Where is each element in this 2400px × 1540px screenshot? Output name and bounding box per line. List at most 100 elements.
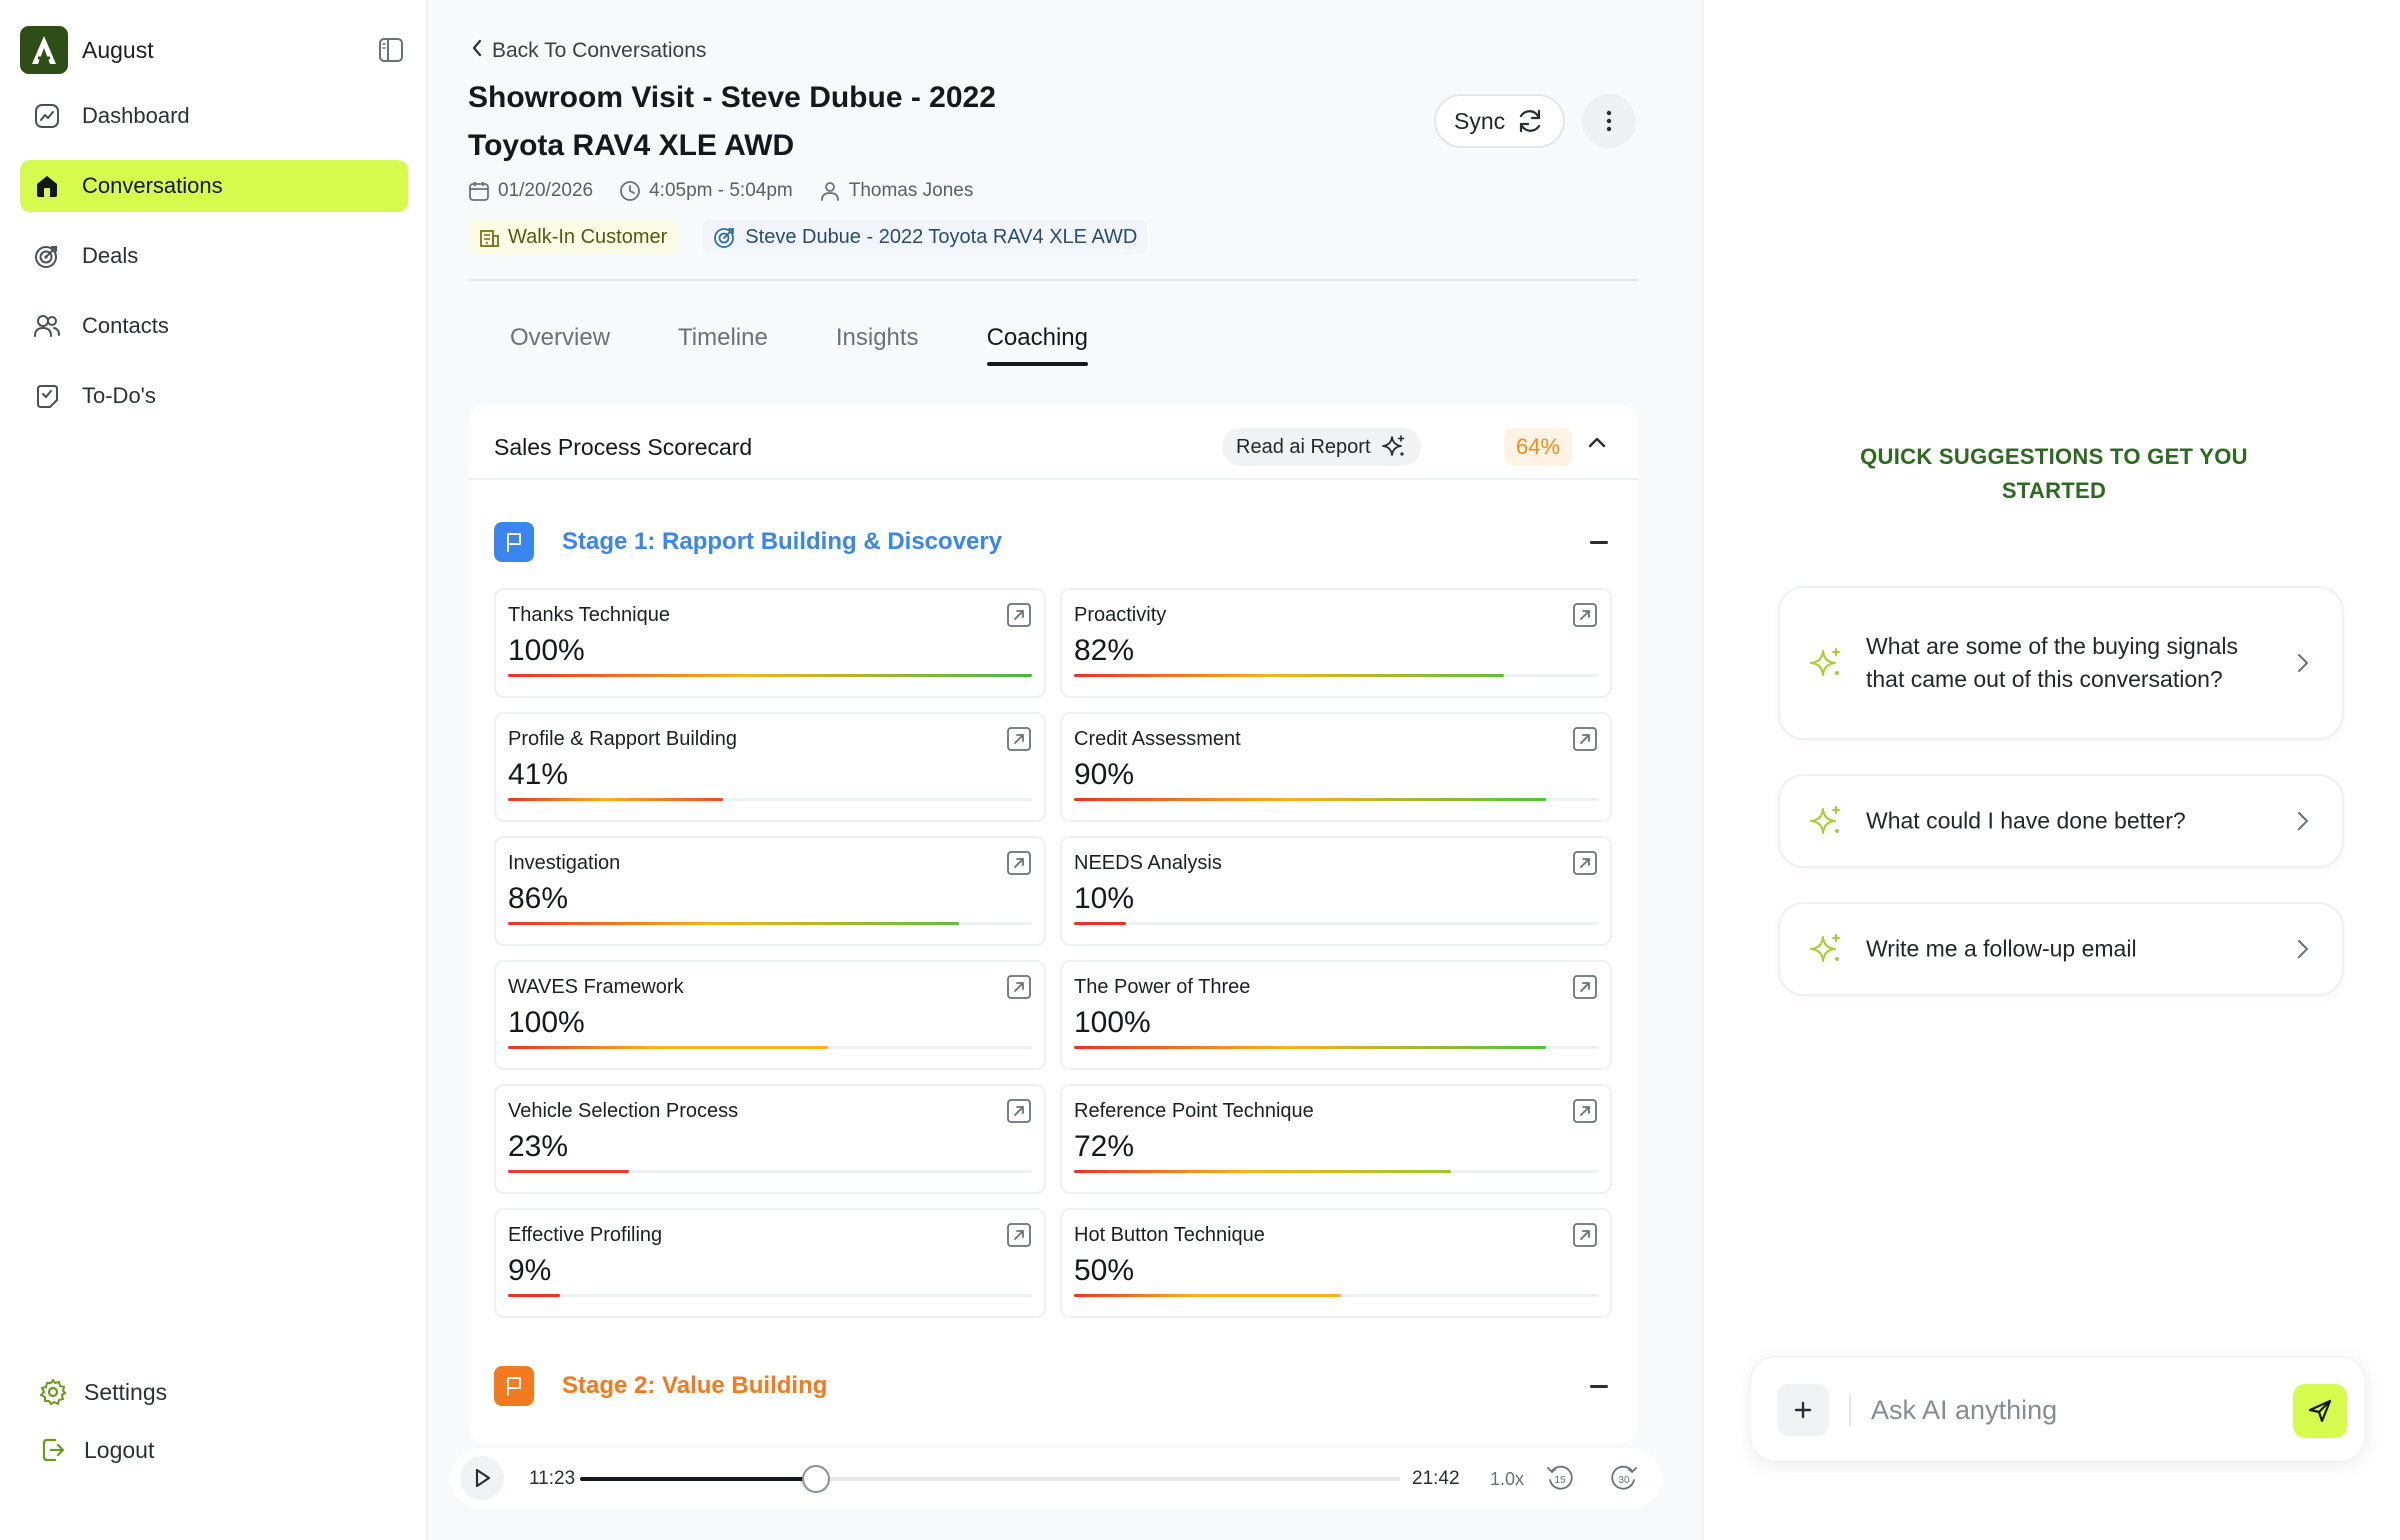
meta-owner: Thomas Jones: [819, 180, 973, 202]
expand-icon[interactable]: [1006, 602, 1032, 628]
suggestion-text: What are some of the buying signals that…: [1866, 633, 2239, 692]
brand[interactable]: August: [20, 26, 154, 74]
metric-value: 90%: [1074, 758, 1135, 791]
tab-overview[interactable]: Overview: [510, 324, 611, 351]
playback-progress-bar[interactable]: [580, 1465, 1400, 1493]
expand-icon[interactable]: [1572, 726, 1598, 752]
target-icon: [714, 228, 735, 248]
sidebar-item-logout[interactable]: Logout: [38, 1428, 167, 1472]
expand-icon[interactable]: [1572, 850, 1598, 876]
flag-icon: [494, 1366, 534, 1406]
metric-card[interactable]: Investigation 86%: [494, 836, 1046, 946]
metric-card[interactable]: WAVES Framework 100%: [494, 960, 1046, 1070]
tab-coaching[interactable]: Coaching: [986, 324, 1089, 366]
metric-card[interactable]: NEEDS Analysis 10%: [1060, 836, 1612, 946]
stage-1-header[interactable]: Stage 1: Rapport Building & Discovery: [494, 522, 1002, 562]
metric-progress-fill: [508, 1046, 828, 1049]
metric-progress-fill: [1074, 1170, 1452, 1173]
sidebar-collapse-icon[interactable]: [378, 37, 404, 63]
walk-in-customer-tag[interactable]: Walk-In Customer: [468, 220, 678, 254]
metric-progress-fill: [508, 798, 723, 801]
expand-icon[interactable]: [1006, 850, 1032, 876]
sidebar-item-label: Dashboard: [82, 103, 190, 128]
play-button[interactable]: [460, 1456, 504, 1500]
ask-ai-input[interactable]: [1871, 1387, 2271, 1433]
metric-progress-fill: [508, 922, 959, 925]
metric-progress-fill: [508, 1294, 561, 1297]
expand-icon[interactable]: [1572, 1222, 1598, 1248]
metric-value: 100%: [508, 1006, 585, 1039]
metric-card[interactable]: Thanks Technique 100%: [494, 588, 1046, 698]
metric-value: 9%: [508, 1254, 552, 1287]
scorecard-title: Sales Process Scorecard: [494, 434, 753, 460]
sidebar-item-settings[interactable]: Settings: [38, 1370, 167, 1414]
deal-tag[interactable]: Steve Dubue - 2022 Toyota RAV4 XLE AWD: [703, 220, 1148, 254]
metric-progress-fill: [1074, 798, 1546, 801]
sidebar-item-dashboard[interactable]: Dashboard: [20, 90, 408, 142]
metric-card[interactable]: Profile & Rapport Building 41%: [494, 712, 1046, 822]
header-divider: [468, 279, 1638, 281]
plus-icon: [1794, 1401, 1812, 1419]
tab-insights[interactable]: Insights: [835, 324, 919, 351]
expand-icon[interactable]: [1006, 974, 1032, 1000]
metric-card[interactable]: Effective Profiling 9%: [494, 1208, 1046, 1318]
expand-icon[interactable]: [1572, 974, 1598, 1000]
chevron-right-icon: [2298, 812, 2308, 830]
sync-button[interactable]: Sync: [1434, 94, 1566, 148]
send-button[interactable]: [2293, 1384, 2347, 1438]
playback-scrubber-handle[interactable]: [801, 1465, 830, 1493]
suggestion-done-better[interactable]: What could I have done better?: [1778, 774, 2344, 868]
metric-value: 50%: [1074, 1254, 1135, 1287]
tab-timeline[interactable]: Timeline: [678, 324, 768, 351]
metric-progress-track: [1074, 1046, 1598, 1049]
metric-card[interactable]: Hot Button Technique 50%: [1060, 1208, 1612, 1318]
metric-name: Profile & Rapport Building: [508, 728, 738, 750]
read-ai-report-button[interactable]: Read ai Report: [1222, 428, 1421, 466]
skip-forward-30-icon[interactable]: 30: [1608, 1462, 1640, 1494]
attach-button[interactable]: [1777, 1384, 1829, 1436]
expand-icon[interactable]: [1572, 602, 1598, 628]
sidebar-item-conversations[interactable]: Conversations: [20, 160, 408, 212]
sidebar-item-todos[interactable]: To-Do's: [20, 370, 408, 422]
more-options-button[interactable]: [1582, 94, 1636, 148]
collapse-stage-2-icon[interactable]: [1590, 1385, 1608, 1388]
metric-value: 100%: [508, 634, 585, 667]
suggestion-buying-signals[interactable]: What are some of the buying signals that…: [1778, 586, 2344, 740]
suggestion-follow-up-email[interactable]: Write me a follow-up email: [1778, 902, 2344, 996]
metric-value: 72%: [1074, 1130, 1135, 1163]
sidebar-item-deals[interactable]: Deals: [20, 230, 408, 282]
composer-divider: [1849, 1394, 1851, 1426]
stage-2-header[interactable]: Stage 2: Value Building: [494, 1366, 827, 1406]
expand-icon[interactable]: [1572, 1098, 1598, 1124]
metric-card[interactable]: Credit Assessment 90%: [1060, 712, 1612, 822]
expand-icon[interactable]: [1006, 726, 1032, 752]
refresh-icon: [1520, 109, 1541, 133]
collapse-stage-1-icon[interactable]: [1590, 541, 1608, 544]
metric-progress-track: [1074, 922, 1598, 925]
metric-progress-fill: [1074, 1294, 1342, 1297]
metric-name: Reference Point Technique: [1074, 1100, 1314, 1122]
sparkle-icon: [1810, 934, 1840, 962]
metric-value: 23%: [508, 1130, 569, 1163]
metric-card[interactable]: Reference Point Technique 72%: [1060, 1084, 1612, 1194]
metric-card[interactable]: Vehicle Selection Process 23%: [494, 1084, 1046, 1194]
metric-card[interactable]: Proactivity 82%: [1060, 588, 1612, 698]
chevron-right-icon: [2298, 654, 2308, 672]
back-to-conversations-link[interactable]: Back To Conversations: [470, 38, 706, 64]
playback-speed-button[interactable]: 1.0x: [1490, 1469, 1525, 1489]
metric-progress-track: [1074, 674, 1598, 677]
skip-back-15-icon[interactable]: 15: [1544, 1462, 1576, 1494]
expand-icon[interactable]: [1006, 1222, 1032, 1248]
metric-card[interactable]: The Power of Three 100%: [1060, 960, 1612, 1070]
metric-progress-fill: [508, 674, 1032, 677]
expand-icon[interactable]: [1006, 1098, 1032, 1124]
sidebar-item-contacts[interactable]: Contacts: [20, 300, 408, 352]
main-panel: Back To Conversations Showroom Visit - S…: [428, 0, 1704, 1540]
home-icon: [32, 171, 62, 201]
metric-name: Proactivity: [1074, 604, 1167, 626]
metric-progress-track: [508, 674, 1032, 677]
target-icon: [32, 241, 62, 271]
chevron-left-icon: [470, 38, 484, 64]
metric-value: 82%: [1074, 634, 1135, 667]
collapse-scorecard-icon[interactable]: [1586, 434, 1608, 455]
